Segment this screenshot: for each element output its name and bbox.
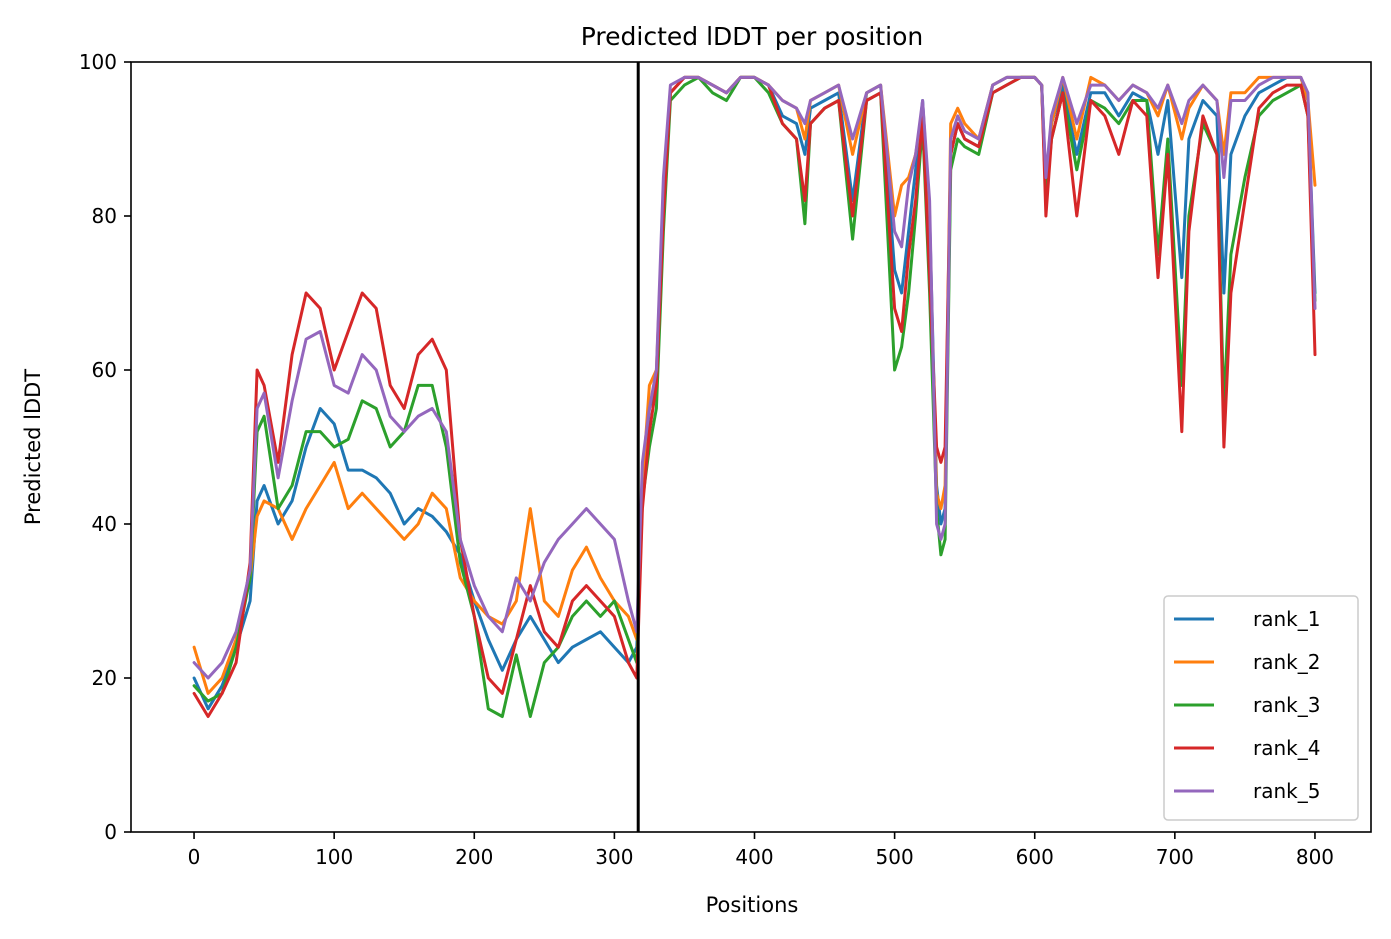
x-tick-label: 500: [876, 845, 914, 869]
legend-label: rank_3: [1253, 693, 1320, 717]
legend: rank_1 rank_2 rank_3 rank_4 rank_5: [1163, 595, 1359, 821]
chart-title: Predicted lDDT per position: [581, 22, 923, 51]
series-line-rank-4: [192, 75, 1317, 718]
legend-label: rank_4: [1253, 736, 1320, 760]
legend-label: rank_1: [1253, 607, 1320, 631]
legend-box: [1163, 595, 1359, 821]
x-tick-label: 100: [315, 845, 353, 869]
plot-area: [130, 61, 1372, 833]
y-axis-title: Predicted lDDT: [21, 369, 45, 525]
x-tick-label: 700: [1156, 845, 1194, 869]
series-line-rank-5: [192, 75, 1317, 680]
y-tick-label: 80: [92, 204, 117, 228]
y-tick-label: 0: [104, 820, 117, 844]
x-tick-label: 200: [455, 845, 493, 869]
series-line-rank-1: [192, 75, 1317, 711]
plot-frame: [130, 61, 1372, 833]
x-tick-label: 800: [1296, 845, 1334, 869]
x-axis-title: Positions: [706, 893, 799, 917]
x-tick-label: 600: [1016, 845, 1054, 869]
y-tick-label: 100: [79, 50, 117, 74]
x-axis-ticks: 0 100 200 300 400 500 600 700 800: [188, 832, 1334, 869]
y-tick-label: 20: [92, 666, 117, 690]
legend-label: rank_2: [1253, 650, 1320, 674]
y-axis-ticks: 0 20 40 60 80 100: [79, 50, 131, 844]
x-tick-label: 400: [735, 845, 773, 869]
x-tick-label: 0: [188, 845, 201, 869]
y-tick-label: 60: [92, 358, 117, 382]
legend-label: rank_5: [1253, 779, 1320, 803]
x-tick-label: 300: [595, 845, 633, 869]
y-tick-label: 40: [92, 512, 117, 536]
series-layer: [192, 75, 1317, 718]
